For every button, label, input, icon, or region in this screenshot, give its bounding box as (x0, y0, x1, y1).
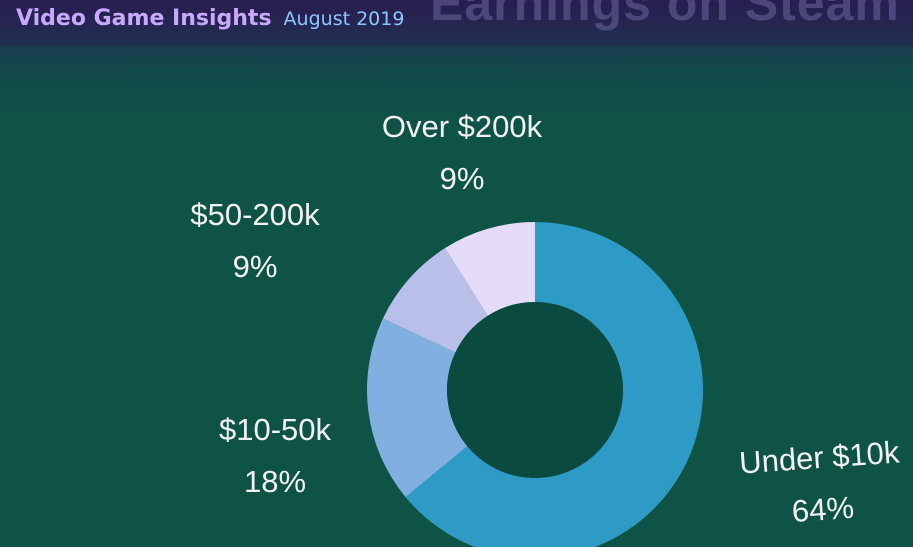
slice-value-label: 64% (791, 490, 855, 529)
donut-slice-3 (382, 248, 488, 353)
slice-label-group: $10-50k 18% (219, 412, 332, 499)
donut-slices (367, 222, 703, 547)
brand-header: Video Game Insights August 2019 (16, 6, 404, 31)
donut-slice-1 (405, 222, 703, 547)
slice-value-label: 9% (440, 161, 485, 196)
brand-date: August 2019 (283, 8, 405, 30)
donut-hole (447, 302, 623, 478)
header-band (0, 0, 913, 46)
slice-category-label: $10-50k (219, 412, 332, 447)
slice-label-group: Under $10k 64% (738, 434, 901, 529)
slice-value-label: 9% (233, 249, 278, 284)
faded-chart-title: Earnings on Steam (430, 0, 900, 31)
slice-category-label: $50-200k (190, 197, 320, 232)
slice-value-label: 18% (244, 464, 306, 499)
donut-slice-2 (367, 318, 468, 498)
slice-label-group: Over $200k 9% (382, 109, 543, 196)
slice-category-label: Over $200k (382, 109, 543, 144)
brand-name: Video Game Insights (16, 6, 272, 31)
donut-slice-4 (444, 222, 535, 316)
slice-label-group: $50-200k 9% (190, 197, 320, 284)
slice-category-label: Under $10k (738, 434, 901, 480)
